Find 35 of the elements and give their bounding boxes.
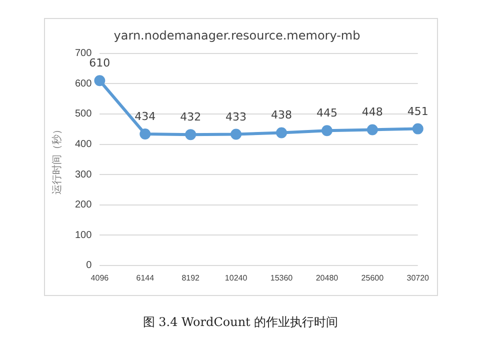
chart-title: yarn.nodemanager.resource.memory-mb xyxy=(114,28,360,42)
x-tick-label: 8192 xyxy=(182,273,200,282)
x-tick-label: 25600 xyxy=(361,273,384,282)
data-label: 610 xyxy=(89,56,110,70)
x-tick-label: 4096 xyxy=(90,273,110,282)
y-axis-title: 运行时间（秒） xyxy=(50,124,63,194)
point xyxy=(321,125,332,136)
data-label: 445 xyxy=(316,106,338,120)
data-label: 434 xyxy=(134,110,156,123)
point xyxy=(230,128,242,140)
data-label: 448 xyxy=(362,106,383,119)
y-tick-label: 0 xyxy=(86,260,92,272)
x-tick-label: 6144 xyxy=(136,273,155,282)
data-label: 432 xyxy=(180,110,202,124)
point xyxy=(140,128,151,140)
x-tick-label: 10240 xyxy=(224,273,248,282)
y-tick-label: 700 xyxy=(74,48,92,60)
y-tick-label: 200 xyxy=(74,200,92,211)
data-label: 433 xyxy=(226,110,247,124)
y-tick-label: 400 xyxy=(74,139,92,150)
caption: 图 3.4 WordCount 的作业执行时间 xyxy=(142,314,340,331)
data-label: 451 xyxy=(407,104,428,118)
y-tick-label: 300 xyxy=(74,169,92,180)
point xyxy=(276,127,288,138)
point xyxy=(412,123,424,134)
x-tick-label: 30720 xyxy=(406,273,430,282)
y-tick-label: 500 xyxy=(74,108,92,120)
point xyxy=(366,124,378,136)
data-label: 438 xyxy=(271,108,292,122)
point xyxy=(185,129,196,140)
x-tick-label: 20480 xyxy=(316,273,339,282)
y-tick-label: 600 xyxy=(74,78,92,90)
y-tick-label: 100 xyxy=(74,230,92,241)
point xyxy=(94,75,106,86)
x-tick-label: 15360 xyxy=(270,273,294,282)
